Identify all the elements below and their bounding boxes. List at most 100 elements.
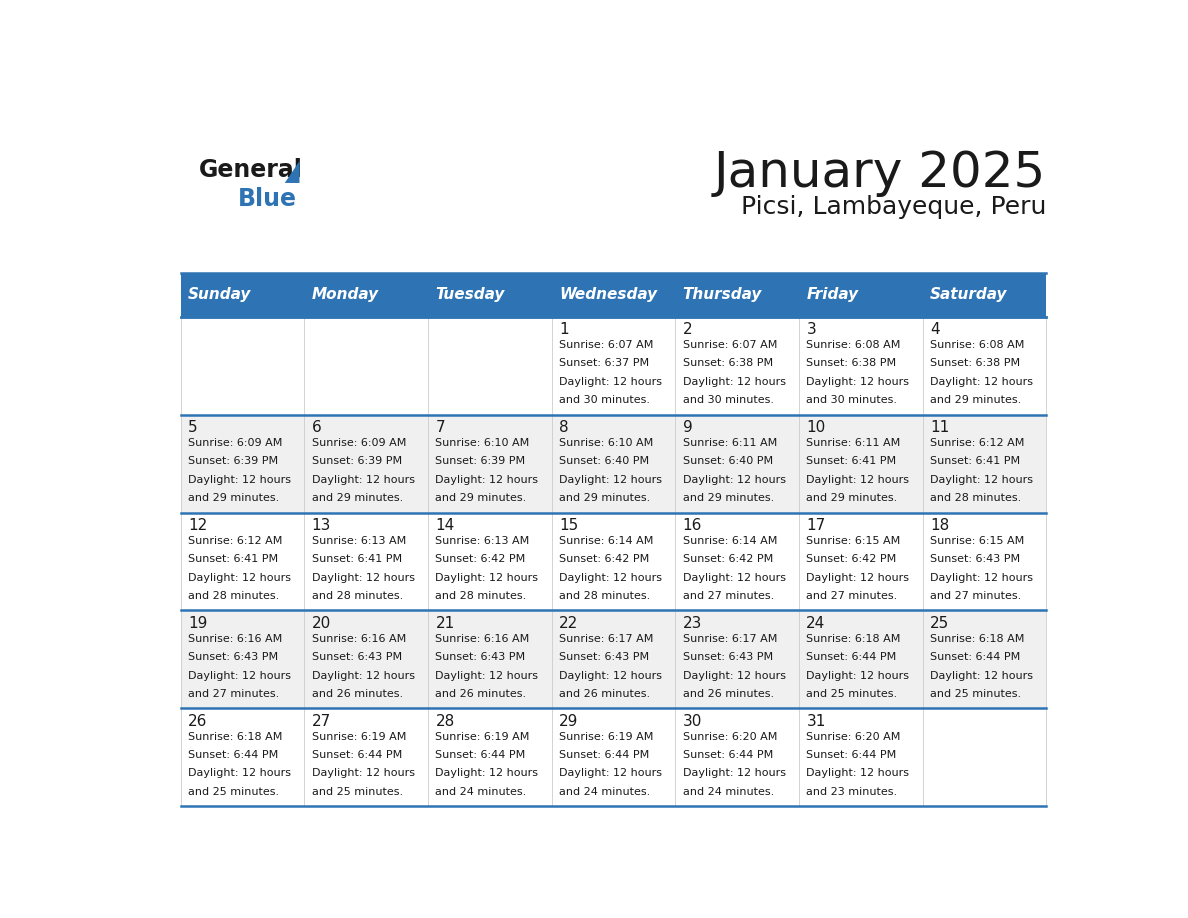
Text: Sunset: 6:44 PM: Sunset: 6:44 PM: [683, 750, 773, 760]
Text: and 25 minutes.: and 25 minutes.: [311, 787, 403, 797]
Text: 22: 22: [560, 616, 579, 632]
Text: Sunrise: 6:14 AM: Sunrise: 6:14 AM: [683, 536, 777, 546]
Text: and 26 minutes.: and 26 minutes.: [311, 688, 403, 699]
Text: Sunset: 6:43 PM: Sunset: 6:43 PM: [683, 653, 773, 663]
Text: Sunrise: 6:16 AM: Sunrise: 6:16 AM: [311, 634, 406, 644]
Text: and 28 minutes.: and 28 minutes.: [930, 493, 1022, 503]
Text: Daylight: 12 hours: Daylight: 12 hours: [683, 475, 785, 485]
Text: Sunset: 6:44 PM: Sunset: 6:44 PM: [311, 750, 402, 760]
Text: Sunrise: 6:17 AM: Sunrise: 6:17 AM: [560, 634, 653, 644]
Text: Daylight: 12 hours: Daylight: 12 hours: [436, 670, 538, 680]
Text: Sunrise: 6:15 AM: Sunrise: 6:15 AM: [930, 536, 1024, 546]
Text: Sunset: 6:38 PM: Sunset: 6:38 PM: [683, 358, 773, 368]
Text: Daylight: 12 hours: Daylight: 12 hours: [930, 573, 1032, 583]
Text: Daylight: 12 hours: Daylight: 12 hours: [436, 475, 538, 485]
Text: 6: 6: [311, 420, 322, 435]
Text: Sunrise: 6:07 AM: Sunrise: 6:07 AM: [560, 341, 653, 351]
Text: 5: 5: [188, 420, 197, 435]
Text: Daylight: 12 hours: Daylight: 12 hours: [930, 475, 1032, 485]
Text: Sunrise: 6:19 AM: Sunrise: 6:19 AM: [560, 733, 653, 743]
Text: Sunrise: 6:10 AM: Sunrise: 6:10 AM: [560, 438, 653, 448]
Text: Sunrise: 6:18 AM: Sunrise: 6:18 AM: [807, 634, 901, 644]
Text: and 24 minutes.: and 24 minutes.: [436, 787, 526, 797]
Bar: [181, 317, 1047, 415]
Text: and 29 minutes.: and 29 minutes.: [930, 395, 1022, 405]
Text: and 29 minutes.: and 29 minutes.: [436, 493, 526, 503]
Text: Daylight: 12 hours: Daylight: 12 hours: [807, 573, 909, 583]
Bar: [181, 610, 1047, 709]
Text: Sunset: 6:44 PM: Sunset: 6:44 PM: [807, 653, 897, 663]
Text: Daylight: 12 hours: Daylight: 12 hours: [311, 573, 415, 583]
Text: Daylight: 12 hours: Daylight: 12 hours: [930, 376, 1032, 386]
Text: Sunset: 6:43 PM: Sunset: 6:43 PM: [311, 653, 402, 663]
Text: Sunset: 6:42 PM: Sunset: 6:42 PM: [683, 554, 773, 565]
Text: 2: 2: [683, 322, 693, 337]
Text: Sunrise: 6:15 AM: Sunrise: 6:15 AM: [807, 536, 901, 546]
Text: Daylight: 12 hours: Daylight: 12 hours: [683, 670, 785, 680]
Text: Sunset: 6:44 PM: Sunset: 6:44 PM: [560, 750, 650, 760]
Text: 29: 29: [560, 714, 579, 729]
Text: Sunrise: 6:16 AM: Sunrise: 6:16 AM: [436, 634, 530, 644]
Text: Daylight: 12 hours: Daylight: 12 hours: [188, 475, 291, 485]
Bar: [428, 273, 551, 317]
Text: and 29 minutes.: and 29 minutes.: [188, 493, 279, 503]
Bar: [181, 415, 1047, 512]
Text: Sunrise: 6:08 AM: Sunrise: 6:08 AM: [930, 341, 1024, 351]
Text: Sunrise: 6:14 AM: Sunrise: 6:14 AM: [560, 536, 653, 546]
Text: Daylight: 12 hours: Daylight: 12 hours: [807, 670, 909, 680]
Text: Daylight: 12 hours: Daylight: 12 hours: [560, 573, 662, 583]
Polygon shape: [285, 161, 299, 183]
Bar: [304, 273, 428, 317]
Text: 17: 17: [807, 518, 826, 533]
Text: Daylight: 12 hours: Daylight: 12 hours: [188, 670, 291, 680]
Text: Sunrise: 6:09 AM: Sunrise: 6:09 AM: [311, 438, 406, 448]
Bar: [798, 273, 923, 317]
Text: 31: 31: [807, 714, 826, 729]
Bar: [923, 273, 1047, 317]
Text: 10: 10: [807, 420, 826, 435]
Text: Daylight: 12 hours: Daylight: 12 hours: [807, 475, 909, 485]
Text: Sunset: 6:44 PM: Sunset: 6:44 PM: [188, 750, 278, 760]
Text: Sunrise: 6:19 AM: Sunrise: 6:19 AM: [436, 733, 530, 743]
Text: 13: 13: [311, 518, 331, 533]
Text: Daylight: 12 hours: Daylight: 12 hours: [930, 670, 1032, 680]
Text: Sunset: 6:42 PM: Sunset: 6:42 PM: [436, 554, 525, 565]
Text: 15: 15: [560, 518, 579, 533]
Text: Sunset: 6:44 PM: Sunset: 6:44 PM: [930, 653, 1020, 663]
Text: Sunrise: 6:10 AM: Sunrise: 6:10 AM: [436, 438, 530, 448]
Text: Picsi, Lambayeque, Peru: Picsi, Lambayeque, Peru: [741, 195, 1047, 219]
Text: and 28 minutes.: and 28 minutes.: [311, 590, 403, 600]
Text: and 25 minutes.: and 25 minutes.: [807, 688, 897, 699]
Text: 1: 1: [560, 322, 569, 337]
Text: Daylight: 12 hours: Daylight: 12 hours: [683, 376, 785, 386]
Text: Sunset: 6:41 PM: Sunset: 6:41 PM: [930, 456, 1020, 466]
Text: and 29 minutes.: and 29 minutes.: [311, 493, 403, 503]
Text: and 25 minutes.: and 25 minutes.: [930, 688, 1022, 699]
Text: Monday: Monday: [311, 287, 379, 302]
Text: and 25 minutes.: and 25 minutes.: [188, 787, 279, 797]
Text: 7: 7: [436, 420, 446, 435]
Text: Sunset: 6:38 PM: Sunset: 6:38 PM: [930, 358, 1020, 368]
Text: 28: 28: [436, 714, 455, 729]
Text: 12: 12: [188, 518, 208, 533]
Text: Sunset: 6:38 PM: Sunset: 6:38 PM: [807, 358, 897, 368]
Text: Sunrise: 6:11 AM: Sunrise: 6:11 AM: [807, 438, 901, 448]
Text: Daylight: 12 hours: Daylight: 12 hours: [560, 768, 662, 778]
Text: Sunrise: 6:18 AM: Sunrise: 6:18 AM: [930, 634, 1024, 644]
Text: Sunrise: 6:08 AM: Sunrise: 6:08 AM: [807, 341, 901, 351]
Text: Sunset: 6:39 PM: Sunset: 6:39 PM: [436, 456, 525, 466]
Text: Sunset: 6:40 PM: Sunset: 6:40 PM: [560, 456, 649, 466]
Text: and 27 minutes.: and 27 minutes.: [807, 590, 898, 600]
Text: Sunrise: 6:20 AM: Sunrise: 6:20 AM: [807, 733, 901, 743]
Text: January 2025: January 2025: [714, 149, 1047, 197]
Text: and 27 minutes.: and 27 minutes.: [930, 590, 1022, 600]
Text: Sunset: 6:42 PM: Sunset: 6:42 PM: [560, 554, 650, 565]
Text: Sunrise: 6:09 AM: Sunrise: 6:09 AM: [188, 438, 283, 448]
Text: Daylight: 12 hours: Daylight: 12 hours: [683, 768, 785, 778]
Text: Sunset: 6:43 PM: Sunset: 6:43 PM: [930, 554, 1020, 565]
Bar: [181, 709, 1047, 806]
Bar: [675, 273, 798, 317]
Text: Sunrise: 6:20 AM: Sunrise: 6:20 AM: [683, 733, 777, 743]
Text: Sunset: 6:39 PM: Sunset: 6:39 PM: [311, 456, 402, 466]
Text: 4: 4: [930, 322, 940, 337]
